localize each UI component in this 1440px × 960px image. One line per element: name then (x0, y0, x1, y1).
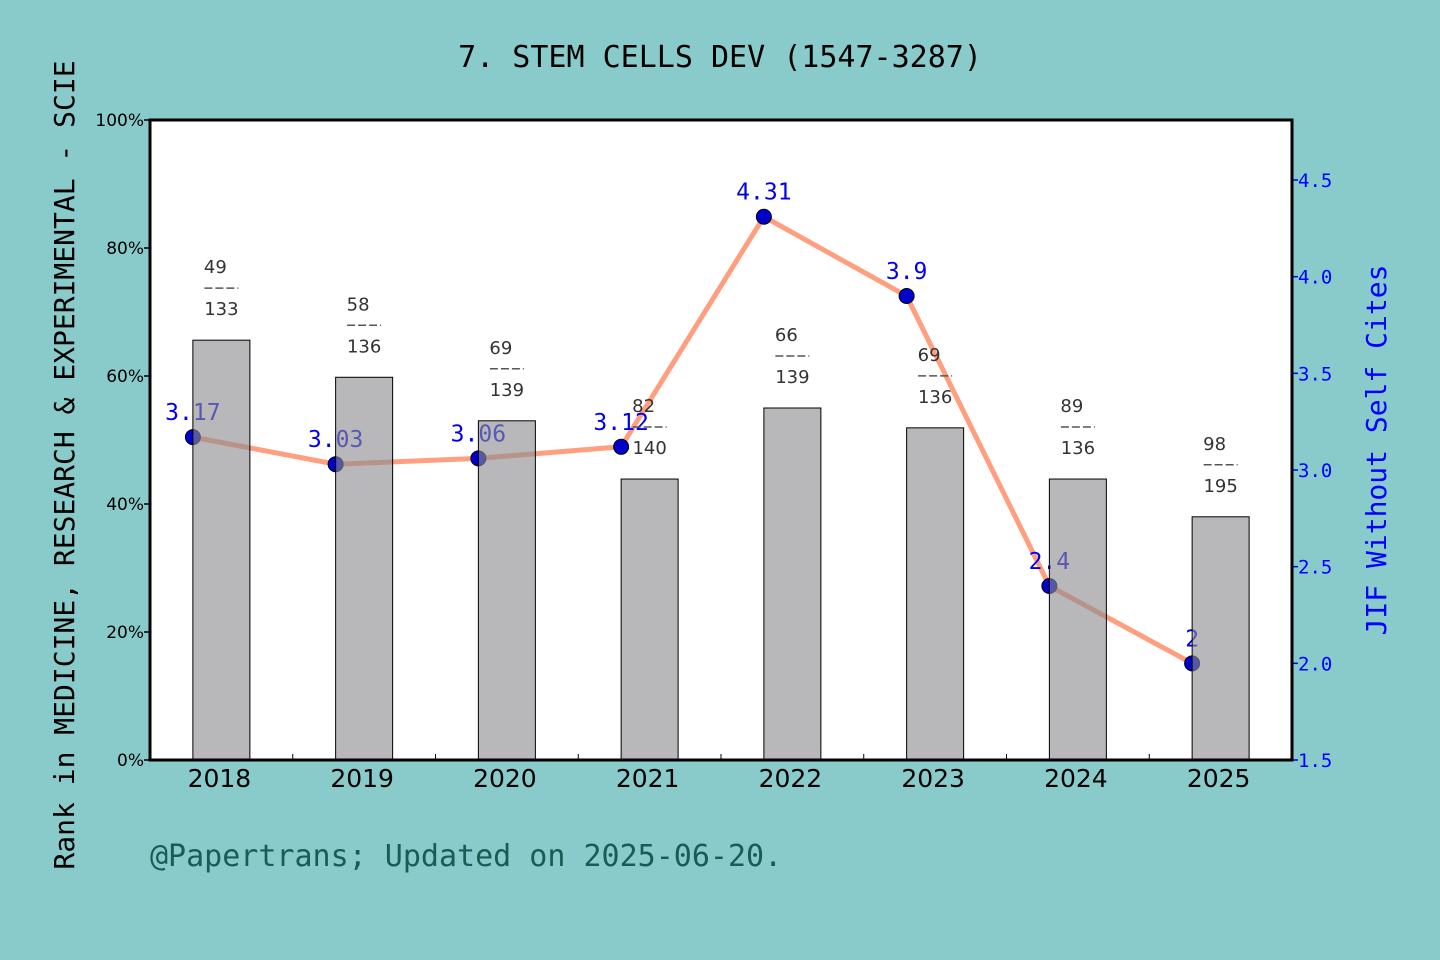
rank-label: 89 (1060, 396, 1083, 417)
bar (1048, 478, 1107, 761)
x-tick-label: 2022 (759, 764, 823, 793)
jif-label: 4.31 (736, 180, 791, 206)
bar (335, 376, 394, 761)
x-tick-label: 2021 (616, 764, 680, 793)
y-tick-label: 100% (95, 111, 144, 131)
total-label: 136 (347, 336, 381, 357)
bar (477, 420, 536, 761)
total-label: 139 (775, 367, 809, 388)
y-tick-label: 20% (106, 623, 144, 643)
y2-axis-label: JIF Without Self Cites (1360, 265, 1393, 636)
y2-tick-label: 2.0 (1298, 653, 1332, 675)
jif-label: 3.12 (593, 410, 648, 436)
rank-label: 82 (632, 396, 655, 417)
y-tick-label: 80% (106, 239, 144, 259)
bar (192, 339, 251, 761)
total-label: 136 (918, 387, 952, 408)
total-label: 140 (632, 438, 666, 459)
total-label: 139 (490, 380, 524, 401)
rank-label: 49 (204, 257, 227, 278)
total-label: 133 (204, 299, 238, 320)
rank-label: 69 (489, 338, 512, 359)
y-tick-label: 0% (117, 751, 144, 771)
y2-tick-label: 3.0 (1298, 460, 1332, 482)
rank-label: 69 (918, 345, 941, 366)
bar (906, 427, 965, 761)
rank-label: 58 (347, 294, 370, 315)
y2-tick-label: 4.0 (1298, 267, 1332, 289)
x-tick-label: 2018 (188, 764, 252, 793)
y2-tick-label: 4.5 (1298, 170, 1332, 192)
total-label: 195 (1203, 476, 1237, 497)
footer-note: @Papertrans; Updated on 2025-06-20. (150, 839, 782, 874)
jif-point (755, 208, 772, 225)
y-tick-label: 60% (106, 367, 144, 387)
total-label: 136 (1061, 438, 1095, 459)
x-tick-label: 2025 (1187, 764, 1251, 793)
x-tick-label: 2024 (1044, 764, 1108, 793)
bar (620, 478, 679, 761)
bar (763, 407, 822, 761)
jif-point (613, 438, 630, 455)
y2-tick-label: 2.5 (1298, 557, 1332, 579)
bar (1191, 516, 1250, 761)
plot-frame (148, 118, 1294, 762)
jif-label: 3.9 (886, 259, 928, 285)
chart-title: 7. STEM CELLS DEV (1547-3287) (458, 40, 982, 75)
y2-tick-label: 1.5 (1298, 750, 1332, 772)
rank-label: 66 (775, 325, 798, 346)
jif-point (898, 288, 915, 304)
x-tick-label: 2023 (901, 764, 965, 793)
y-tick-label: 40% (106, 495, 144, 515)
x-tick-label: 2019 (330, 764, 394, 793)
rank-label: 98 (1203, 434, 1226, 455)
x-tick-label: 2020 (473, 764, 537, 793)
y2-tick-label: 3.5 (1298, 363, 1332, 385)
y-axis-label: Rank in MEDICINE, RESEARCH & EXPERIMENTA… (48, 60, 81, 869)
